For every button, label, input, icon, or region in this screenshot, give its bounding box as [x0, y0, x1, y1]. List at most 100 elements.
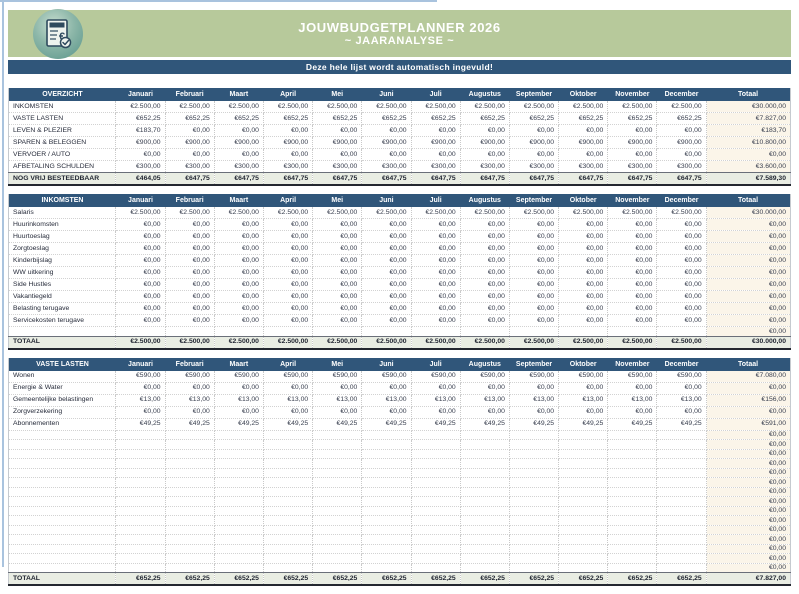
cell-value[interactable]: [460, 534, 510, 545]
cell-value[interactable]: [165, 458, 215, 469]
cell-value[interactable]: €0,00: [411, 290, 461, 303]
cell-total[interactable]: €7.589,30: [706, 172, 792, 186]
cell-value[interactable]: €0,00: [312, 254, 363, 267]
cell-value[interactable]: €0,00: [460, 218, 510, 231]
cell-value[interactable]: [312, 430, 363, 440]
cell-value[interactable]: €900,00: [411, 136, 461, 149]
cell-value[interactable]: [411, 515, 461, 526]
cell-value[interactable]: [312, 449, 363, 459]
cell-value[interactable]: [312, 458, 363, 469]
cell-value[interactable]: €0,00: [460, 230, 510, 243]
cell-value[interactable]: [656, 553, 707, 564]
cell-value[interactable]: €652,25: [263, 572, 314, 586]
cell-value[interactable]: [411, 563, 461, 573]
cell-value[interactable]: €0,00: [115, 254, 166, 267]
cell-value[interactable]: €300,00: [165, 160, 215, 173]
cell-value[interactable]: €0,00: [214, 382, 264, 395]
cell-value[interactable]: €0,00: [312, 382, 363, 395]
cell-value[interactable]: €0,00: [656, 382, 707, 395]
cell-value[interactable]: €13,00: [263, 394, 314, 407]
cell-value[interactable]: €0,00: [214, 148, 264, 161]
cell-value[interactable]: [607, 525, 658, 535]
cell-total[interactable]: €0,00: [706, 278, 792, 291]
cell-value[interactable]: [263, 544, 314, 554]
cell-value[interactable]: €2.500,00: [460, 207, 510, 219]
cell-value[interactable]: €300,00: [656, 160, 707, 173]
cell-value[interactable]: €652,25: [558, 572, 609, 586]
cell-value[interactable]: €0,00: [509, 148, 560, 161]
cell-value[interactable]: €0,00: [509, 230, 560, 243]
cell-value[interactable]: [361, 468, 412, 478]
cell-value[interactable]: [558, 496, 609, 507]
row-label-nog-vrij-besteedbaar[interactable]: NOG VRIJ BESTEEDBAAR: [8, 172, 117, 186]
cell-value[interactable]: €0,00: [263, 290, 314, 303]
cell-value[interactable]: €2.500,00: [115, 335, 166, 349]
cell-value[interactable]: [115, 515, 166, 526]
cell-value[interactable]: €0,00: [411, 218, 461, 231]
cell-value[interactable]: [509, 458, 560, 469]
cell-value[interactable]: €2.500,00: [115, 207, 166, 219]
cell-value[interactable]: €900,00: [509, 136, 560, 149]
cell-value[interactable]: [509, 534, 560, 545]
cell-value[interactable]: €49,25: [656, 418, 707, 431]
cell-value[interactable]: €49,25: [460, 418, 510, 431]
cell-value[interactable]: [263, 515, 314, 526]
cell-value[interactable]: [361, 477, 412, 488]
row-label-vakantiegeld[interactable]: Vakantiegeld: [8, 290, 117, 303]
cell-total[interactable]: €0,00: [706, 406, 792, 419]
cell-value[interactable]: €0,00: [263, 148, 314, 161]
cell-total[interactable]: €0,00: [706, 148, 792, 161]
cell-total[interactable]: €183,70: [706, 124, 792, 137]
cell-total[interactable]: €0,00: [706, 302, 792, 315]
row-label-energie-water[interactable]: Energie & Water: [8, 382, 117, 395]
cell-value[interactable]: €183,70: [115, 124, 166, 137]
cell-value[interactable]: [509, 496, 560, 507]
cell-value[interactable]: €590,00: [460, 370, 510, 383]
cell-value[interactable]: [460, 506, 510, 516]
empty-label-cell[interactable]: [8, 430, 117, 440]
cell-value[interactable]: €0,00: [656, 218, 707, 231]
cell-value[interactable]: €0,00: [607, 266, 658, 279]
cell-value[interactable]: €0,00: [460, 242, 510, 255]
cell-value[interactable]: [607, 326, 658, 337]
cell-value[interactable]: [509, 449, 560, 459]
cell-value[interactable]: €2.500,00: [411, 101, 461, 113]
cell-value[interactable]: €652,25: [460, 572, 510, 586]
cell-value[interactable]: €0,00: [460, 254, 510, 267]
cell-value[interactable]: €0,00: [558, 230, 609, 243]
cell-value[interactable]: [460, 496, 510, 507]
cell-value[interactable]: [214, 449, 264, 459]
cell-value[interactable]: [214, 534, 264, 545]
cell-value[interactable]: €13,00: [214, 394, 264, 407]
cell-value[interactable]: €0,00: [607, 314, 658, 327]
cell-value[interactable]: €0,00: [558, 124, 609, 137]
cell-value[interactable]: €300,00: [411, 160, 461, 173]
cell-value[interactable]: €0,00: [656, 266, 707, 279]
cell-value[interactable]: €0,00: [312, 406, 363, 419]
cell-value[interactable]: €647,75: [509, 172, 560, 186]
cell-value[interactable]: €2.500,00: [263, 207, 314, 219]
cell-value[interactable]: €590,00: [509, 370, 560, 383]
cell-total[interactable]: €0,00: [706, 449, 792, 459]
cell-value[interactable]: €0,00: [312, 278, 363, 291]
cell-value[interactable]: €0,00: [361, 406, 412, 419]
cell-value[interactable]: €0,00: [263, 124, 314, 137]
empty-label-cell[interactable]: [8, 487, 117, 497]
cell-value[interactable]: €2.500,00: [460, 101, 510, 113]
empty-label-cell[interactable]: [8, 534, 117, 545]
cell-value[interactable]: €0,00: [558, 382, 609, 395]
cell-value[interactable]: [607, 563, 658, 573]
cell-value[interactable]: [558, 534, 609, 545]
cell-total[interactable]: €30.000,00: [706, 101, 792, 113]
cell-value[interactable]: €0,00: [214, 124, 264, 137]
cell-value[interactable]: €0,00: [460, 148, 510, 161]
cell-value[interactable]: €0,00: [165, 230, 215, 243]
cell-value[interactable]: [214, 515, 264, 526]
cell-value[interactable]: €0,00: [361, 382, 412, 395]
cell-value[interactable]: [115, 326, 166, 337]
cell-value[interactable]: €0,00: [411, 254, 461, 267]
cell-value[interactable]: €13,00: [115, 394, 166, 407]
cell-value[interactable]: [165, 563, 215, 573]
cell-value[interactable]: [361, 326, 412, 337]
cell-value[interactable]: [558, 430, 609, 440]
